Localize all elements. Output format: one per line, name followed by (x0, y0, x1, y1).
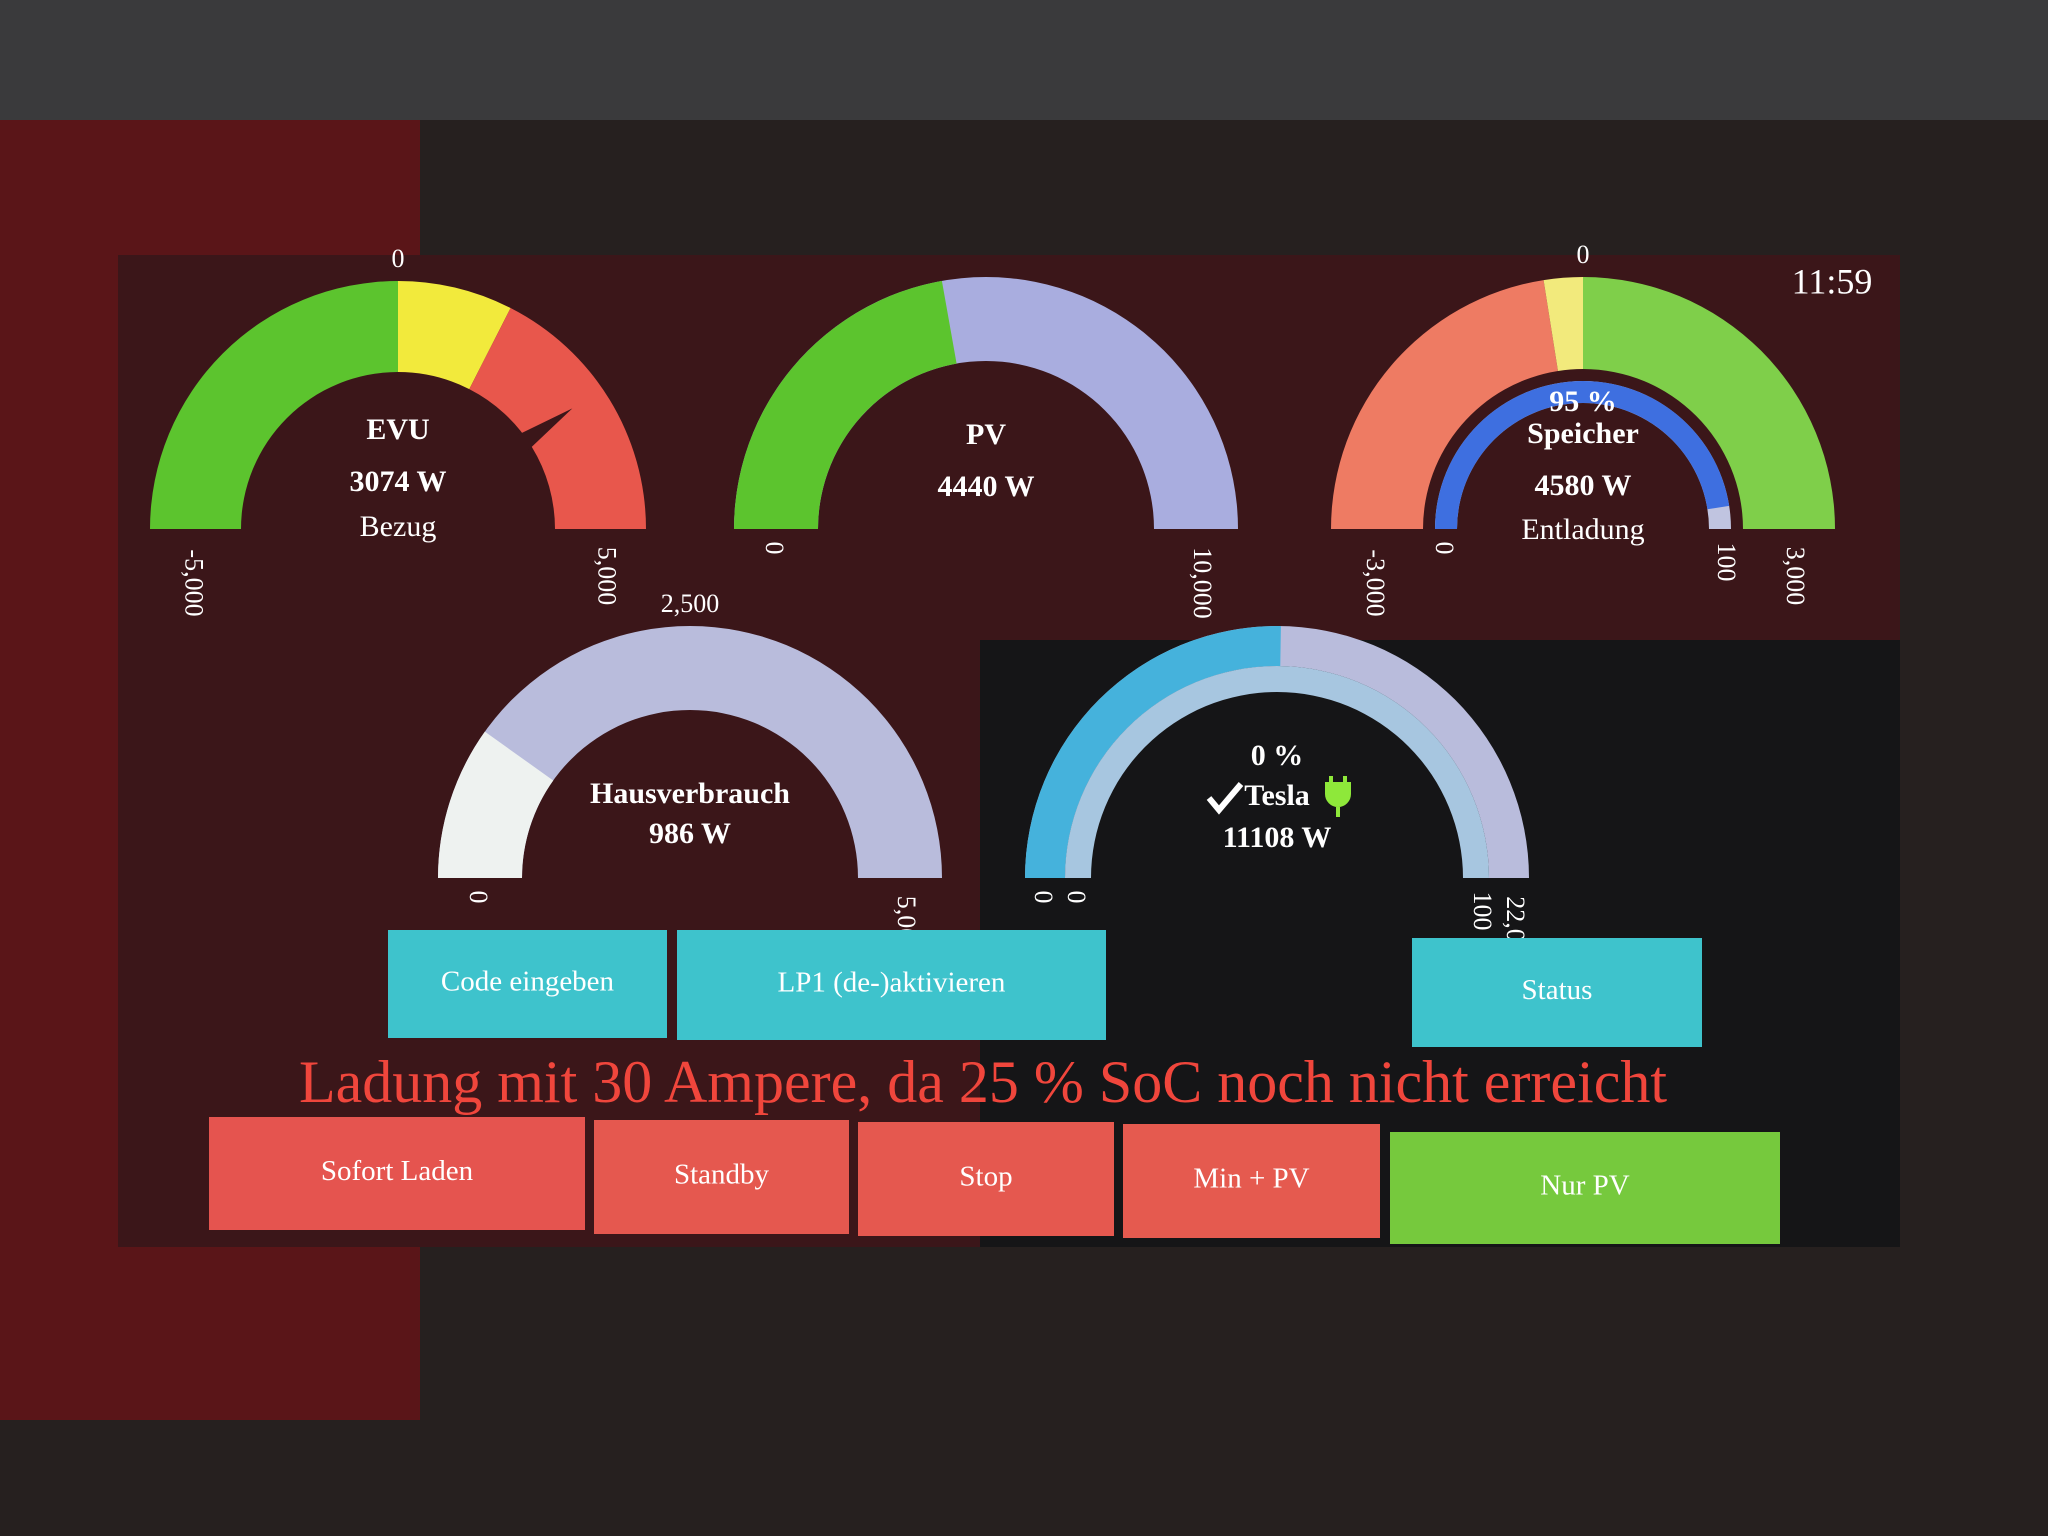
clock: 11:59 (1792, 261, 1873, 301)
mode-button-label[interactable]: Sofort Laden (321, 1155, 474, 1187)
action-button-label[interactable]: LP1 (de-)aktivieren (778, 967, 1006, 999)
gauge-tick-label: 0 (464, 891, 493, 904)
gauge-tick-label: 10,000 (1188, 547, 1217, 619)
gauge-tick-label: 0 (1577, 240, 1590, 269)
gauge-tick-label: 0 (1430, 542, 1459, 555)
gauge-fill (1435, 380, 1730, 529)
gauge-soc: 0 % (1251, 739, 1304, 772)
gauge-band (398, 281, 511, 390)
mode-button-label[interactable]: Stop (959, 1161, 1012, 1193)
ceiling (0, 0, 2048, 120)
mode-button-label[interactable]: Standby (674, 1159, 770, 1191)
mode-button[interactable] (594, 1120, 849, 1234)
gauge-tick-label: 0 (760, 542, 789, 555)
gauge-band (1331, 280, 1558, 529)
gauge-tick-label: 5,000 (593, 547, 622, 606)
gauge-band (1583, 277, 1835, 529)
gauge-tick-label: 100 (1468, 892, 1497, 931)
plug-icon (1325, 776, 1351, 817)
gauge-title: Tesla (1244, 779, 1310, 812)
mode-button[interactable] (1390, 1132, 1780, 1244)
action-button[interactable] (388, 930, 667, 1038)
gauge-reading: 11108 W (1223, 821, 1332, 854)
gauge-tick-label: 0 (1062, 891, 1091, 904)
mode-button[interactable] (209, 1117, 585, 1230)
gauge-title: Speicher (1527, 417, 1639, 450)
gauge-title: PV (966, 418, 1006, 451)
mode-button[interactable] (1123, 1124, 1380, 1238)
gauge-reading: 3074 W (350, 465, 447, 498)
gauge-fill (1025, 626, 1281, 878)
gauge-soc: 95 % (1549, 385, 1617, 418)
gauge-tick-label: -5,000 (180, 549, 209, 616)
gauge-tick-label: 3,000 (1781, 547, 1810, 606)
gauge-reading: 4580 W (1535, 469, 1632, 502)
gauge-status: Entladung (1521, 513, 1644, 546)
gauge-pointer (518, 408, 573, 450)
gauge-tick-label: 100 (1712, 543, 1741, 582)
action-button-label[interactable]: Status (1522, 974, 1593, 1006)
action-button[interactable] (677, 930, 1106, 1040)
gauge-track (438, 626, 942, 878)
gauge-track (1065, 666, 1489, 878)
gauge-tick-label: 0 (392, 244, 405, 273)
mode-button-label[interactable]: Nur PV (1540, 1170, 1629, 1202)
action-button-label[interactable]: Code eingeben (441, 966, 615, 998)
gauge-status: Bezug (360, 510, 437, 543)
gauge-title: Hausverbrauch (590, 777, 790, 810)
gauge-reading: 986 W (649, 817, 731, 850)
gauge-tick-label: 2,500 (661, 589, 720, 618)
mode-button[interactable] (858, 1122, 1114, 1236)
action-button[interactable] (1412, 938, 1702, 1047)
gauge-band (150, 281, 398, 529)
gauge-tick-label: 0 (1029, 891, 1058, 904)
gauge-title: EVU (366, 413, 429, 446)
gauge-tick-label: -3,000 (1361, 549, 1390, 616)
check-icon (1206, 782, 1244, 815)
gauge-fill (438, 731, 554, 878)
gauge-reading: 4440 W (938, 470, 1035, 503)
status-message: Ladung mit 30 Ampere, da 25 % SoC noch n… (299, 1049, 1667, 1115)
mode-button-label[interactable]: Min + PV (1193, 1163, 1309, 1195)
gauge-band (1543, 277, 1583, 371)
gauge-fill (734, 280, 957, 529)
